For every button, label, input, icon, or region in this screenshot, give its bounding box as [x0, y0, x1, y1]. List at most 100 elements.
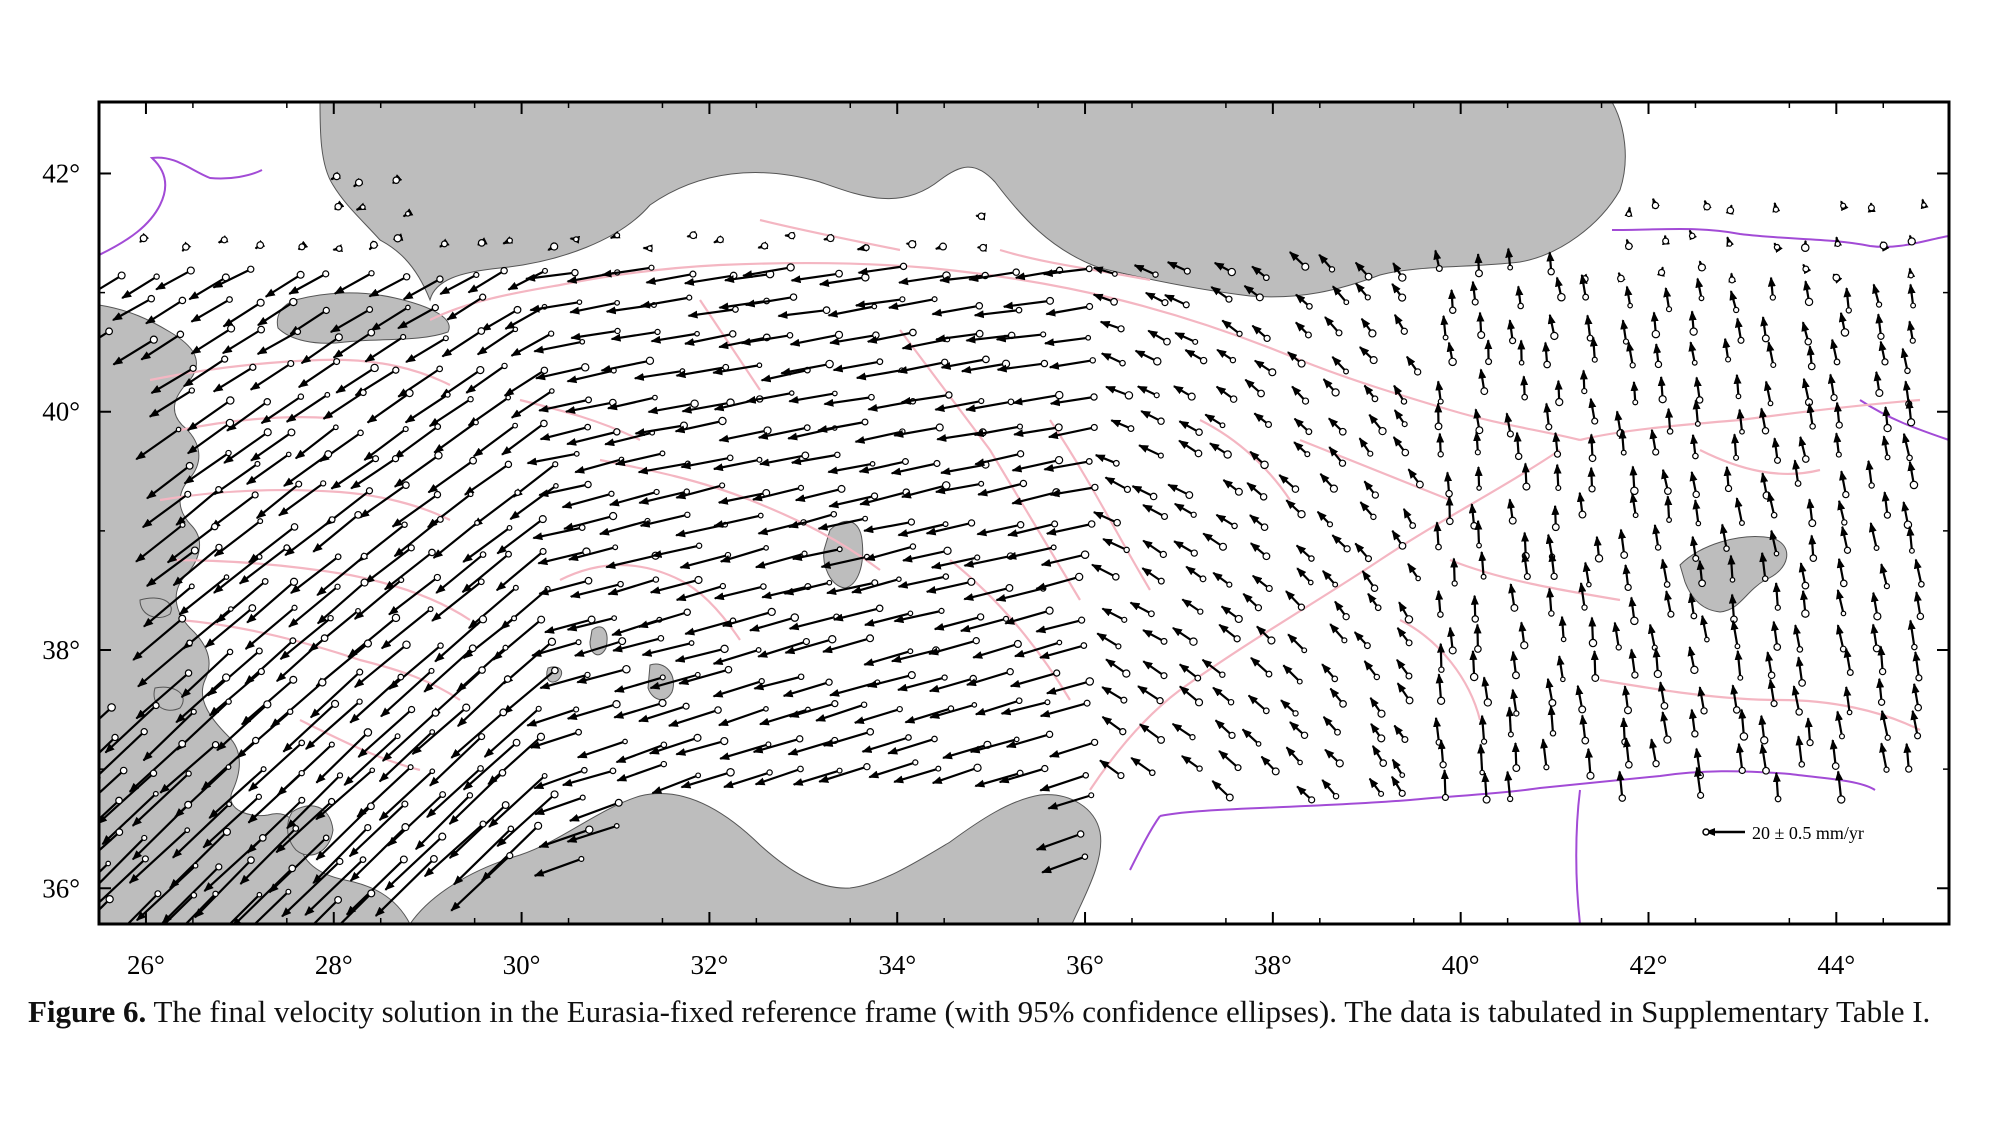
- velocity-arrow: [282, 703, 336, 753]
- confidence-ellipse: [255, 793, 263, 800]
- velocity-arrow: [1881, 491, 1890, 516]
- confidence-ellipse: [1225, 793, 1234, 802]
- confidence-ellipse: [1802, 265, 1810, 273]
- velocity-arrow: [853, 708, 901, 724]
- confidence-ellipse: [788, 231, 796, 240]
- velocity-arrow: [898, 274, 947, 286]
- confidence-ellipse: [141, 834, 148, 842]
- confidence-ellipse: [105, 894, 114, 904]
- velocity-arrow: [183, 358, 226, 388]
- lon-tick-label: 42°: [1630, 950, 1668, 980]
- confidence-ellipse: [1555, 484, 1562, 492]
- confidence-ellipse: [1301, 262, 1310, 271]
- confidence-ellipse: [511, 615, 518, 622]
- confidence-ellipse: [573, 706, 580, 713]
- confidence-ellipse: [1085, 265, 1093, 273]
- confidence-ellipse: [354, 178, 363, 187]
- confidence-ellipse: [190, 546, 199, 555]
- confidence-ellipse: [1518, 359, 1525, 366]
- confidence-ellipse: [442, 335, 449, 342]
- velocity-arrow: [446, 296, 484, 321]
- confidence-ellipse: [1840, 610, 1847, 617]
- velocity-arrow: [1048, 359, 1093, 370]
- velocity-arrow: [1045, 305, 1090, 317]
- confidence-ellipse: [1735, 393, 1742, 400]
- confidence-ellipse: [368, 270, 375, 277]
- confidence-ellipse: [1189, 734, 1196, 741]
- velocity-arrow: [424, 823, 484, 878]
- velocity-arrow: [1689, 470, 1698, 495]
- confidence-ellipse: [801, 451, 810, 460]
- velocity-arrow: [1903, 742, 1912, 770]
- confidence-ellipse: [1085, 458, 1093, 465]
- confidence-ellipse: [1907, 272, 1914, 279]
- confidence-ellipse: [862, 244, 870, 252]
- confidence-ellipse: [1654, 544, 1662, 551]
- confidence-ellipse: [1651, 329, 1661, 339]
- confidence-ellipse: [512, 738, 521, 747]
- confidence-ellipse: [473, 271, 480, 279]
- confidence-ellipse: [1378, 790, 1385, 797]
- velocity-map: 26° 28° 30° 32° 34° 36° 38° 40° 42° 44°36°38°40°4…: [42, 100, 1951, 980]
- velocity-arrow: [404, 393, 449, 424]
- confidence-ellipse: [1297, 359, 1306, 368]
- confidence-ellipse: [1085, 334, 1092, 341]
- confidence-ellipse: [1053, 669, 1061, 677]
- confidence-ellipse: [336, 772, 344, 779]
- confidence-ellipse: [334, 583, 341, 590]
- confidence-ellipse: [1657, 268, 1666, 277]
- velocity-arrow: [749, 616, 796, 632]
- velocity-arrow: [535, 366, 586, 381]
- velocity-arrow: [496, 518, 544, 555]
- confidence-ellipse: [1666, 517, 1673, 523]
- velocity-arrow: [268, 837, 327, 894]
- confidence-ellipse: [1883, 423, 1892, 433]
- confidence-ellipse: [226, 801, 233, 808]
- confidence-ellipse: [1405, 672, 1413, 680]
- velocity-arrow: [721, 610, 773, 628]
- confidence-ellipse: [1738, 520, 1745, 527]
- confidence-ellipse: [789, 293, 798, 301]
- velocity-arrow: [1795, 656, 1804, 684]
- velocity-arrow: [887, 298, 935, 311]
- velocity-arrow: [1879, 709, 1889, 738]
- velocity-arrow: [316, 555, 365, 597]
- confidence-ellipse: [1157, 452, 1164, 459]
- confidence-ellipse: [861, 273, 870, 282]
- confidence-ellipse: [433, 573, 442, 582]
- confidence-ellipse: [550, 242, 559, 251]
- confidence-ellipse: [1156, 697, 1164, 705]
- velocity-arrow: [925, 580, 972, 594]
- confidence-ellipse: [223, 574, 230, 580]
- confidence-ellipse: [359, 389, 367, 397]
- confidence-ellipse: [105, 327, 113, 336]
- confidence-ellipse: [869, 461, 876, 467]
- confidence-ellipse: [1914, 703, 1923, 712]
- velocity-arrow: [607, 578, 657, 596]
- confidence-ellipse: [573, 236, 580, 243]
- confidence-ellipse: [1915, 674, 1923, 682]
- confidence-ellipse: [766, 769, 773, 776]
- velocity-arrow: [315, 805, 372, 861]
- confidence-ellipse: [1703, 202, 1711, 211]
- confidence-ellipse: [405, 210, 411, 217]
- confidence-ellipse: [1401, 421, 1408, 428]
- velocity-arrow: [940, 358, 987, 370]
- velocity-arrow: [411, 706, 467, 755]
- confidence-ellipse: [391, 455, 400, 463]
- confidence-ellipse: [336, 857, 344, 866]
- confidence-ellipse: [1624, 583, 1632, 592]
- confidence-ellipse: [149, 769, 158, 777]
- confidence-ellipse: [1091, 483, 1099, 492]
- velocity-arrow: [639, 513, 688, 528]
- confidence-ellipse: [1914, 732, 1922, 740]
- velocity-arrow: [858, 460, 906, 474]
- velocity-arrow: [1092, 511, 1118, 524]
- velocity-arrow: [476, 328, 516, 356]
- confidence-ellipse: [866, 634, 875, 643]
- confidence-ellipse: [256, 241, 265, 249]
- confidence-ellipse: [1594, 554, 1604, 563]
- velocity-arrow: [648, 736, 698, 755]
- velocity-arrow: [441, 330, 482, 358]
- velocity-arrow: [1042, 267, 1090, 278]
